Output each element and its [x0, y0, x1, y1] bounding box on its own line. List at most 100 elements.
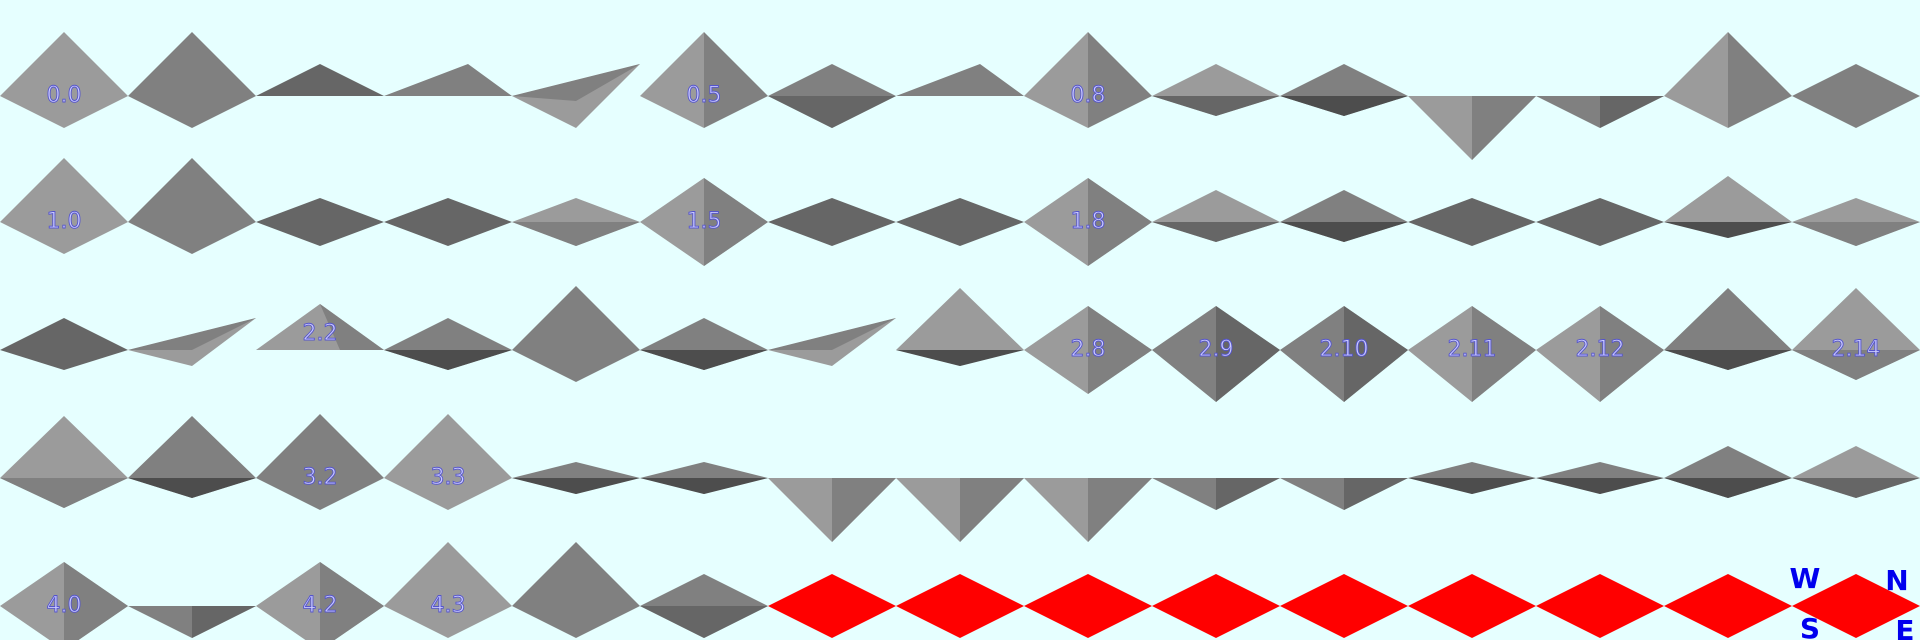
- tile-2-12: 2.12: [1536, 306, 1664, 402]
- tile-facet: [1344, 306, 1408, 402]
- tile-4-1: [128, 606, 256, 638]
- tile-2-4: [512, 286, 640, 382]
- tile-facet: [1536, 198, 1664, 246]
- tile-3-7: [896, 478, 1024, 542]
- tile-facet: [1472, 96, 1536, 160]
- tile-1-2: [256, 198, 384, 246]
- tile-facet: [64, 562, 128, 640]
- tile-facet: [320, 304, 384, 350]
- tile-0-5: 0.5: [640, 32, 768, 128]
- tile-1-5: 1.5: [640, 178, 768, 266]
- tile-0-12: [1536, 96, 1664, 128]
- tile-facet: [640, 32, 704, 128]
- tile-facet: [896, 350, 1024, 366]
- tile-2-11: 2.11: [1408, 306, 1536, 402]
- tile-facet: [960, 478, 1024, 542]
- tile-facet: [512, 64, 640, 101]
- compass-south-label: S: [1800, 612, 1820, 640]
- tile-facet: [1024, 32, 1088, 128]
- tile-facet: [384, 542, 512, 638]
- tile-0-0: 0.0: [0, 32, 128, 128]
- tile-facet: [256, 198, 384, 246]
- tile-facet: [1408, 574, 1536, 638]
- tile-3-12: [1536, 462, 1664, 494]
- tile-label: 2.9: [1199, 337, 1234, 362]
- tile-3-10: [1280, 478, 1408, 510]
- compass-north-label: N: [1885, 564, 1908, 597]
- tile-label: 1.5: [687, 209, 722, 234]
- tile-facet: [1088, 306, 1152, 394]
- tile-0-9: [1152, 64, 1280, 116]
- tile-facet: [1280, 222, 1408, 242]
- tile-facet: [1216, 306, 1280, 402]
- tile-facet: [256, 414, 384, 510]
- tile-facet: [384, 64, 512, 96]
- tile-2-5: [640, 318, 768, 370]
- tile-facet: [1088, 178, 1152, 266]
- tile-4-10: [1280, 574, 1408, 638]
- tile-facet: [256, 64, 384, 96]
- tile-3-5: [640, 462, 768, 494]
- tile-4-9: [1152, 574, 1280, 638]
- tile-facet: [1792, 478, 1920, 498]
- tile-facet: [512, 222, 640, 246]
- tile-facet: [192, 606, 256, 638]
- tile-1-8: 1.8: [1024, 178, 1152, 266]
- tile-2-14: 2.14: [1792, 288, 1920, 380]
- tile-1-12: [1536, 198, 1664, 246]
- tile-2-9: 2.9: [1152, 306, 1280, 402]
- tile-facet: [0, 318, 128, 370]
- tile-3-6: [768, 478, 896, 542]
- tile-1-1: [128, 158, 256, 254]
- tile-1-3: [384, 198, 512, 246]
- tile-0-11: [1408, 96, 1536, 160]
- tile-facet: [0, 32, 128, 128]
- tile-1-14: [1792, 198, 1920, 246]
- tile-facet: [1344, 478, 1408, 510]
- compass-west-label: W: [1790, 562, 1821, 595]
- tile-2-6: [768, 318, 896, 366]
- tile-facet: [1472, 306, 1536, 402]
- tile-facet: [1216, 478, 1280, 510]
- tile-3-11: [1408, 462, 1536, 494]
- tile-facet: [384, 414, 512, 510]
- tile-4-12: [1536, 574, 1664, 638]
- tile-3-2: 3.2: [256, 414, 384, 510]
- tile-facet: [1600, 306, 1664, 402]
- tile-facet: [128, 318, 256, 350]
- tile-facet: [1152, 574, 1280, 638]
- tile-4-8: [1024, 574, 1152, 638]
- tile-0-13: [1664, 32, 1792, 128]
- tile-facet: [128, 478, 256, 498]
- tile-label: 4.2: [303, 593, 338, 618]
- tile-facet: [896, 64, 1024, 96]
- tile-4-0: 4.0: [0, 562, 128, 640]
- tile-2-0: [0, 318, 128, 370]
- tile-facet: [1664, 350, 1792, 370]
- tile-facet: [896, 288, 1024, 366]
- tile-1-7: [896, 198, 1024, 246]
- tile-2-3: [384, 318, 512, 370]
- tile-facet: [896, 198, 1024, 246]
- tile-0-10: [1280, 64, 1408, 116]
- tile-facet: [704, 178, 768, 266]
- tile-0-6: [768, 64, 896, 128]
- tile-facet: [1280, 574, 1408, 638]
- tile-4-7: [896, 574, 1024, 638]
- tile-1-10: [1280, 190, 1408, 242]
- tile-1-6: [768, 198, 896, 246]
- tile-facet: [768, 96, 896, 128]
- tile-0-4: [512, 64, 640, 128]
- tile-facet: [1792, 574, 1920, 638]
- tile-label: 0.8: [1071, 83, 1106, 108]
- tile-label: 2.14: [1832, 337, 1881, 362]
- tile-2-7: [896, 288, 1024, 366]
- tile-facet: [1152, 222, 1280, 242]
- tile-label: 3.2: [303, 465, 338, 490]
- tile-facet: [640, 478, 768, 494]
- tile-facet: [1088, 478, 1152, 542]
- tile-3-3: 3.3: [384, 414, 512, 510]
- tile-3-13: [1664, 446, 1792, 498]
- tile-4-5: [640, 574, 768, 638]
- tile-2-10: 2.10: [1280, 306, 1408, 402]
